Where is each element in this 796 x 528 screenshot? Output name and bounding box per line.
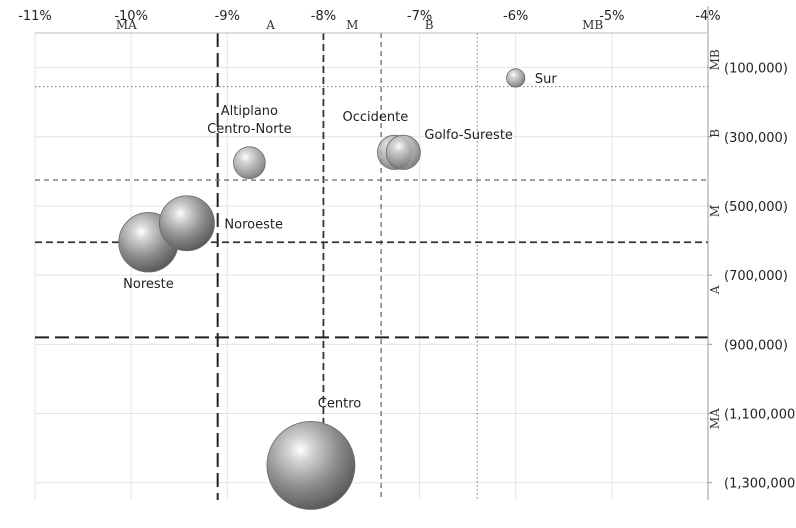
x-tick-label: -7% bbox=[407, 9, 432, 24]
y-tick-label: (100,000) bbox=[724, 62, 788, 77]
x-band-label: MB bbox=[582, 18, 603, 32]
x-tick-label: -5% bbox=[599, 9, 624, 24]
bubble-label: Golfo-Sureste bbox=[424, 128, 513, 143]
y-band-label: MA bbox=[708, 408, 722, 429]
x-tick-label: -10% bbox=[114, 9, 148, 24]
x-band-label: MA bbox=[116, 18, 137, 32]
y-band-label: B bbox=[708, 129, 722, 138]
y-band-label: MB bbox=[708, 49, 722, 70]
bubble-label: Altiplano bbox=[221, 104, 278, 119]
x-tick-label: -11% bbox=[18, 9, 52, 24]
bubble bbox=[266, 421, 356, 510]
x-band-label: A bbox=[265, 18, 275, 32]
bubble bbox=[233, 146, 266, 180]
y-tick-label: (1,100,000) bbox=[724, 408, 796, 423]
x-tick-label: -8% bbox=[311, 9, 336, 24]
x-band-label: M bbox=[346, 18, 358, 32]
x-tick-label: -9% bbox=[215, 9, 240, 24]
y-tick-label: (900,000) bbox=[724, 338, 788, 353]
x-tick-label: -4% bbox=[695, 9, 720, 24]
y-tick-label: (500,000) bbox=[724, 200, 788, 215]
x-band-label: B bbox=[425, 18, 434, 32]
bubble-label: Noreste bbox=[123, 277, 174, 292]
bubble bbox=[506, 68, 526, 88]
y-band-label: M bbox=[708, 205, 722, 217]
bubble-labels: Sur Altiplano Centro-Norte Occidente Golfo-S… bbox=[123, 72, 557, 411]
bubble-label: Centro-Norte bbox=[207, 122, 291, 137]
bubble-label: Occidente bbox=[343, 110, 409, 125]
axes: -11% -10% -9% -8% -7% -6% -5% -4% (100,000) (300,… bbox=[18, 6, 796, 500]
bubble-label: Noroeste bbox=[224, 217, 283, 232]
y-tick-label: (700,000) bbox=[724, 269, 788, 284]
bubble bbox=[385, 134, 421, 170]
y-tick-label: (300,000) bbox=[724, 131, 788, 146]
threshold-lines bbox=[35, 33, 708, 500]
bubble bbox=[158, 195, 215, 252]
gridlines bbox=[34, 33, 709, 500]
bubble-label: Centro bbox=[318, 396, 361, 411]
bubble-label: Sur bbox=[535, 72, 557, 87]
y-band-label: A bbox=[708, 285, 722, 295]
x-tick-label: -6% bbox=[503, 9, 528, 24]
y-tick-label: (1,300,000) bbox=[724, 477, 796, 492]
bubbles bbox=[118, 68, 526, 510]
